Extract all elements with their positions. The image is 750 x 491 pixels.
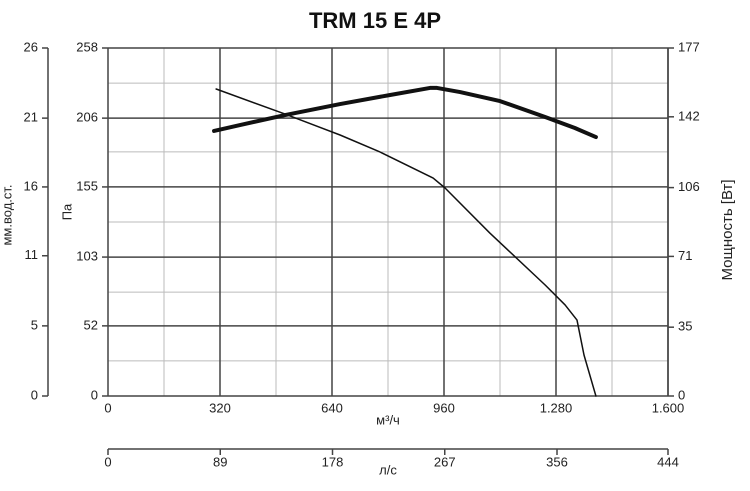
- y2-tick-label: 35: [678, 319, 692, 334]
- x2-tick-label: 0: [104, 454, 111, 469]
- y-tick-label: 258: [76, 39, 98, 54]
- x-tick-label: 320: [209, 400, 231, 415]
- y2-tick-label: 177: [678, 39, 700, 54]
- x2-tick-label: 178: [322, 454, 344, 469]
- x-tick-label: 960: [433, 400, 455, 415]
- series-line: [212, 85, 598, 140]
- y3-tick-label: 0: [31, 387, 38, 402]
- x2-tick-label: 267: [434, 454, 456, 469]
- y3-tick-label: 11: [25, 247, 39, 262]
- y2-axis-label: Мощность [Вт]: [719, 179, 736, 280]
- y-tick-label: 0: [91, 387, 98, 402]
- x2-tick-label: 89: [213, 454, 227, 469]
- y3-tick-label: 26: [24, 39, 38, 54]
- x-tick-label: 1.280: [540, 400, 573, 415]
- y3-tick-label: 16: [24, 178, 38, 193]
- y2-tick-label: 0: [678, 387, 685, 402]
- y-tick-label: 155: [76, 178, 98, 193]
- y-tick-label: 52: [84, 317, 98, 332]
- y-tick-label: 206: [76, 110, 98, 125]
- x-tick-label: 0: [104, 400, 111, 415]
- y-axis-label: Па: [59, 203, 74, 220]
- x-tick-label: 1.600: [652, 400, 685, 415]
- series-line: [215, 88, 597, 397]
- y3-tick-label: 21: [24, 110, 38, 125]
- y2-tick-label: 142: [678, 108, 700, 123]
- x-tick-label: 640: [321, 400, 343, 415]
- y3-tick-label: 5: [31, 317, 38, 332]
- y3-axis-label: мм.вод.ст.: [0, 184, 14, 245]
- x2-tick-label: 444: [657, 454, 679, 469]
- x-axis-label: м³/ч: [376, 412, 400, 427]
- y2-tick-label: 71: [678, 248, 692, 263]
- y2-tick-label: 106: [678, 179, 700, 194]
- chart-title: TRM 15 E 4P: [309, 8, 441, 33]
- x2-axis-label: л/с: [379, 462, 397, 477]
- x2-tick-label: 356: [546, 454, 568, 469]
- y-tick-label: 103: [76, 249, 98, 264]
